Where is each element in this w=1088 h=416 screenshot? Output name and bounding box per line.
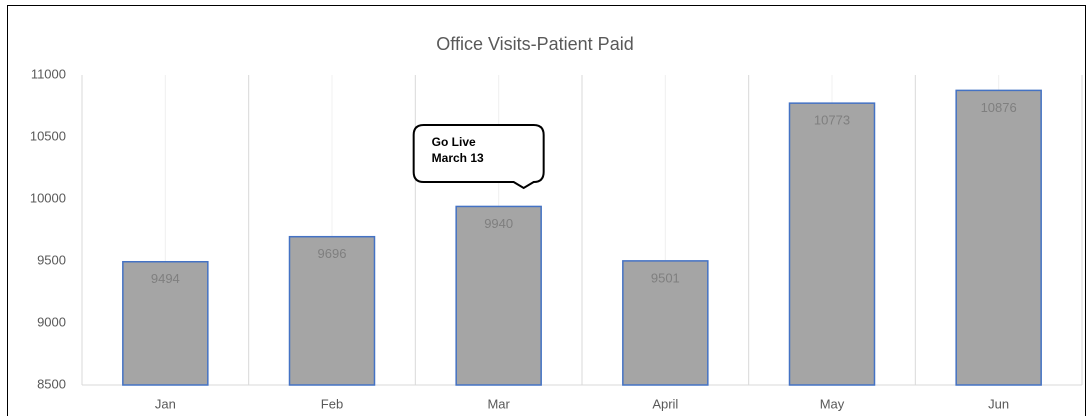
bar	[455, 205, 542, 386]
x-tick-label: Jan	[155, 396, 176, 411]
annotation-text: March 13	[432, 151, 484, 165]
bar	[788, 102, 876, 386]
y-tick-label: 8500	[37, 376, 66, 391]
data-label: 9501	[651, 270, 680, 285]
annotation-callout	[412, 124, 545, 190]
x-tick-label: Jun	[988, 396, 1009, 411]
data-label: 9696	[318, 246, 347, 261]
x-tick-label: Feb	[321, 396, 343, 411]
chart-title: Office Visits-Patient Paid	[436, 34, 633, 54]
data-label: 9494	[151, 271, 180, 286]
y-tick-label: 9000	[37, 314, 66, 329]
y-tick-label: 11000	[31, 66, 66, 81]
annotation-text: Go Live	[432, 135, 476, 149]
data-label: 9940	[484, 216, 513, 231]
bar	[955, 89, 1042, 386]
x-tick-label: Mar	[487, 396, 510, 411]
bar	[288, 235, 376, 386]
x-tick-label: April	[652, 396, 678, 411]
data-label: 10773	[814, 113, 850, 128]
y-tick-label: 9500	[37, 252, 66, 267]
y-tick-label: 10500	[30, 128, 66, 143]
bar	[622, 260, 709, 386]
bar	[122, 260, 209, 386]
x-tick-label: May	[820, 396, 845, 411]
data-label: 10876	[981, 100, 1017, 115]
y-tick-label: 10000	[30, 190, 66, 205]
